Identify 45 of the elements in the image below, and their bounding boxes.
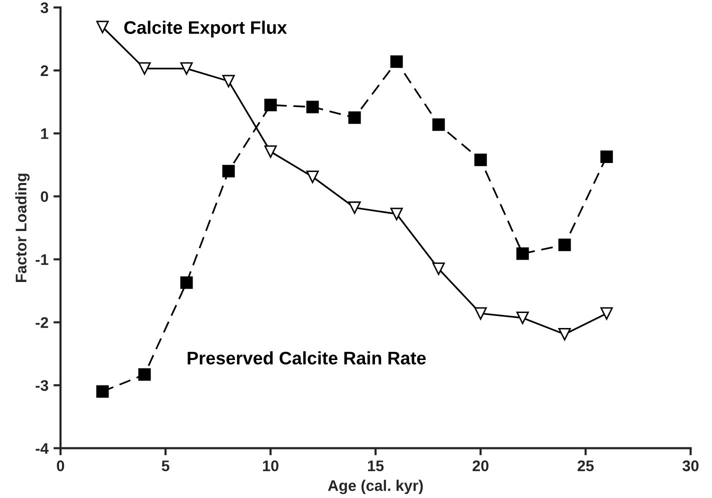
point	[432, 262, 445, 276]
point	[516, 247, 529, 260]
x-tick-label: 5	[162, 460, 170, 472]
point	[600, 150, 613, 163]
x-tick-label: 30	[682, 460, 699, 472]
x-tick-label: 15	[368, 460, 384, 472]
point	[558, 328, 571, 340]
point	[180, 276, 193, 289]
point	[138, 62, 151, 75]
y-axis-title: Factor Loading	[15, 174, 30, 282]
series-label: Calcite Export Flux	[124, 20, 287, 38]
point	[474, 154, 487, 166]
x-tick-label: 20	[472, 460, 488, 472]
point	[96, 385, 109, 398]
y-tick-label: 0	[40, 191, 48, 202]
point	[348, 111, 361, 124]
y-tick-label: 2	[40, 65, 48, 76]
x-axis-title: Age (cal. kyr)	[328, 480, 423, 494]
point	[348, 201, 361, 214]
y-tick-label: -4	[36, 443, 49, 454]
point	[138, 368, 151, 381]
y-tick-label: -2	[36, 317, 48, 328]
point	[306, 170, 319, 184]
x-tick-label: 25	[578, 460, 594, 472]
y-tick-label: -3	[36, 380, 48, 391]
y-tick-label: 1	[41, 128, 48, 139]
series-label: Preserved Calcite Rain Rate	[188, 351, 426, 364]
point	[390, 55, 403, 68]
point	[432, 118, 445, 131]
point	[390, 208, 403, 220]
point	[264, 98, 277, 112]
x-tick-label: 0	[56, 460, 64, 472]
point	[516, 312, 529, 324]
point	[558, 238, 571, 252]
point	[600, 307, 613, 320]
point	[222, 74, 235, 88]
point	[474, 307, 487, 320]
point	[180, 62, 193, 75]
point	[96, 20, 109, 34]
point	[264, 145, 277, 158]
y-tick-label: 3	[40, 2, 48, 14]
point	[306, 100, 319, 114]
point	[222, 164, 235, 178]
y-tick-label: -1	[36, 254, 48, 265]
x-tick-label: 10	[263, 460, 278, 472]
